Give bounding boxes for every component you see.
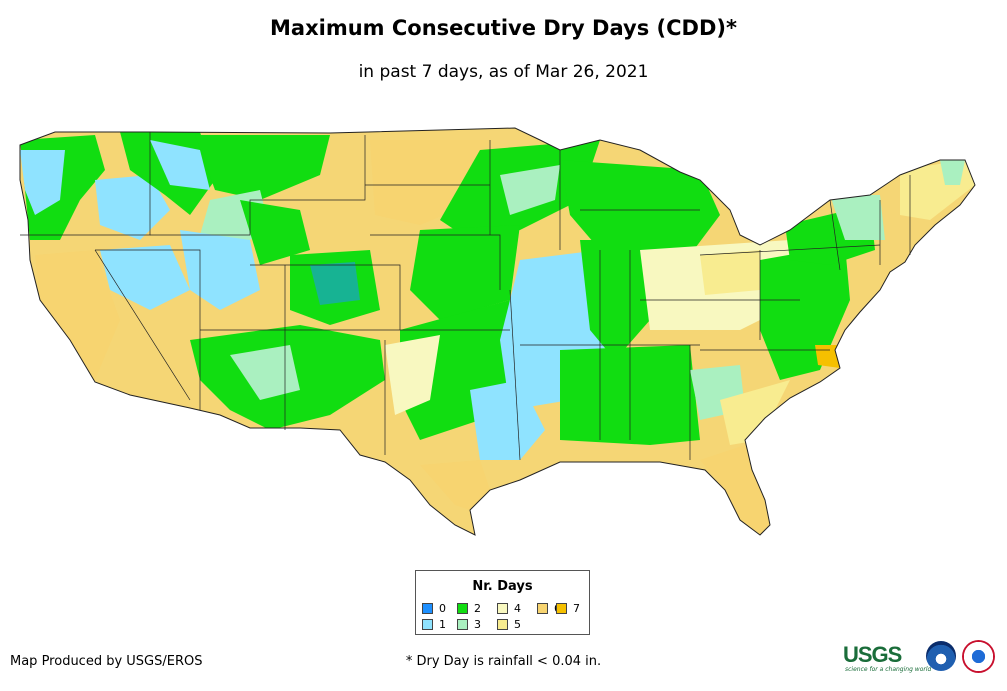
region-ohio-yellow [700,250,760,295]
region-nebraska-iowa-green [410,225,520,320]
region-maine-yellow [900,160,975,220]
region-idaho-blue [150,140,210,190]
legend-swatch [457,603,468,614]
legend-label: 1 [439,618,446,631]
usgs-tagline: science for a changing world [845,666,932,673]
legend-swatch [422,603,433,614]
legend-swatch [497,619,508,630]
legend-label: 0 [439,602,446,615]
dry-day-footnote: * Dry Day is rainfall < 0.04 in. [405,654,602,669]
legend-item-7: 7 [556,602,580,615]
legend-swatch [422,619,433,630]
map-credit: Map Produced by USGS/EROS [10,654,203,669]
legend-label: 3 [474,618,481,631]
region-minnesota-teal [500,165,560,215]
region-colorado-zero [310,262,360,305]
legend-item-3: 3 [457,618,481,631]
legend-item-0: 0 [422,602,446,615]
region-oklahoma-texas-green [400,300,530,440]
noaa-logo-icon [926,641,956,671]
region-arizona-teal [230,345,300,400]
legend-item-4: 4 [497,602,521,615]
region-nc-coast-orange [815,345,840,368]
region-west-texas-beige [385,335,440,415]
region-illinois-green [580,240,650,360]
legend-box: Nr. Days 01234567 [415,570,590,635]
region-florida-orange [700,445,770,535]
legend-item-5: 5 [497,618,521,631]
region-washington-blue [20,150,65,215]
legend-swatch [556,603,567,614]
region-carolina-yellow [720,380,790,445]
legend-swatch [537,603,548,614]
map-subtitle: in past 7 days, as of Mar 26, 2021 [358,62,649,82]
legend-label: 7 [573,602,580,615]
legend-label: 5 [514,618,521,631]
region-wyoming-green [240,200,310,265]
state-boundaries [20,132,911,461]
region-montana-green [195,135,330,200]
legend-swatch [497,603,508,614]
national-weather-service-logo-icon [962,640,995,673]
legend-item-1: 1 [422,618,446,631]
legend-swatch [457,619,468,630]
conus-cdd-map [19,127,976,536]
region-north-maine-teal [940,160,965,185]
legend-label: 2 [474,602,481,615]
map-title: Maximum Consecutive Dry Days (CDD)* [270,16,737,40]
region-south-texas-orange [420,460,490,510]
region-new-england-teal [830,195,885,240]
legend-title: Nr. Days [472,579,533,594]
usgs-logo: USGS [843,642,902,667]
region-oregon-blue [95,175,170,240]
legend-item-2: 2 [457,602,481,615]
legend-label: 4 [514,602,521,615]
region-east-texas-blue [470,380,545,460]
